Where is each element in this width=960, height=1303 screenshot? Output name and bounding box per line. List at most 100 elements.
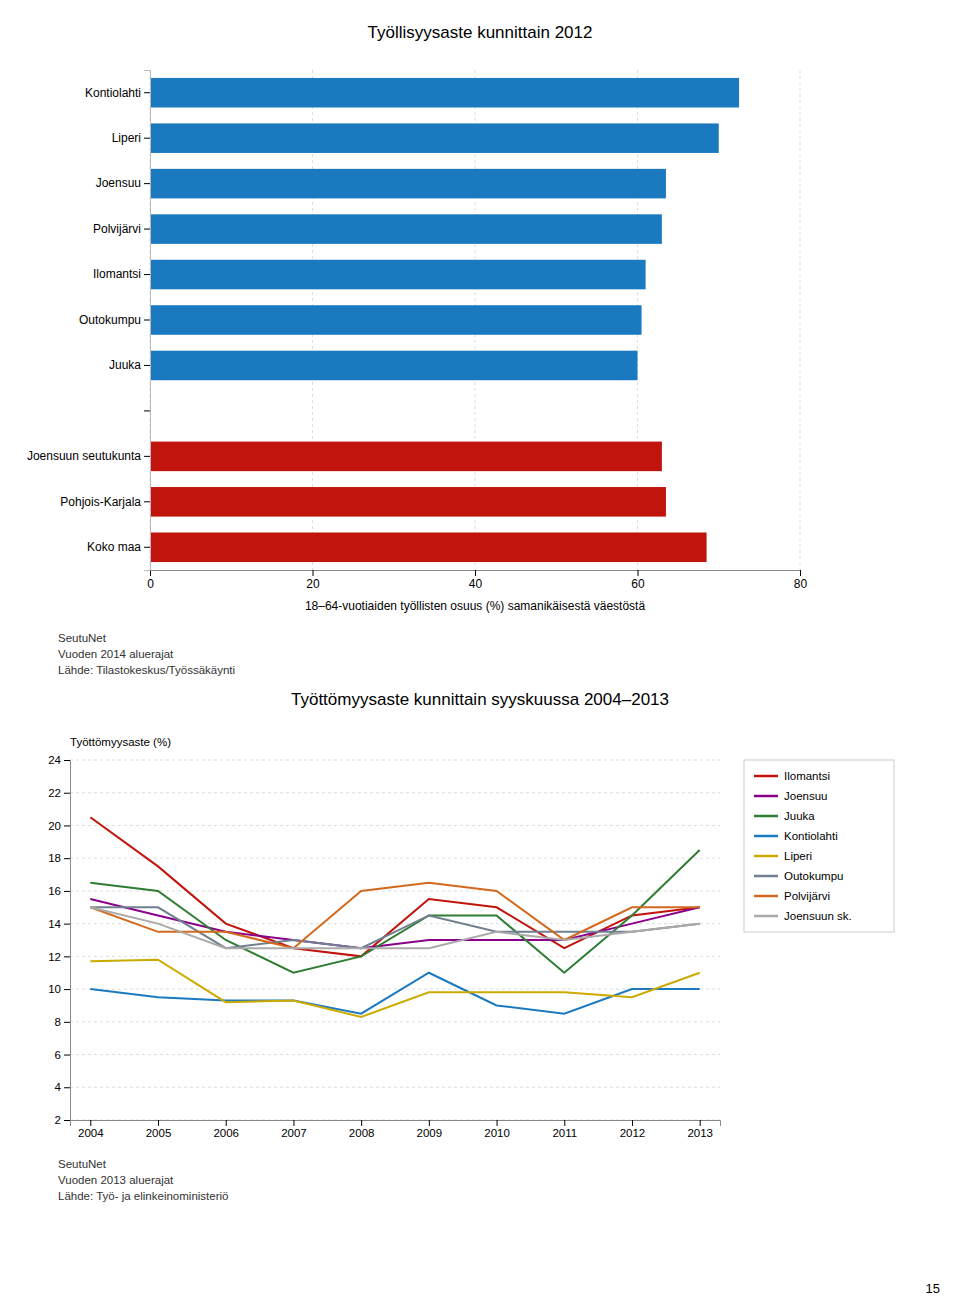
bars <box>150 78 739 562</box>
bar <box>150 442 662 472</box>
legend-label: Outokumpu <box>784 870 843 882</box>
tick: 60 <box>631 570 645 591</box>
tick: 40 <box>469 570 483 591</box>
grid-line <box>800 70 801 570</box>
page-number: 15 <box>926 1281 940 1296</box>
tick-label: 20 <box>48 820 61 832</box>
note: SeutuNet <box>58 632 107 644</box>
tick-mark <box>144 547 150 548</box>
bar <box>150 533 707 563</box>
axis-line <box>151 571 801 577</box>
axis: 24681012141618202224 <box>48 754 70 1126</box>
legend-swatch <box>754 795 778 798</box>
tick-label: 20 <box>306 577 320 591</box>
tick-label: Ilomantsi <box>93 267 141 281</box>
grid-line <box>70 956 720 957</box>
tick: 2004 <box>78 1120 104 1139</box>
grid-line <box>70 890 720 891</box>
bar <box>150 78 739 108</box>
tick-label: Joensuun seutukunta <box>27 449 141 463</box>
legend-label: Joensuu <box>784 790 827 802</box>
tick-mark <box>800 570 801 576</box>
tick: Liperi <box>112 131 150 145</box>
tick-mark <box>700 1120 701 1126</box>
tick-label: Outokumpu <box>79 313 141 327</box>
tick-mark <box>64 989 70 990</box>
tick-mark <box>144 92 150 93</box>
tick: 20 <box>306 570 320 591</box>
bar <box>150 305 642 335</box>
x-axis-title: 18–64-vuotiaiden työllisten osuus (%) sa… <box>305 599 646 613</box>
grid-line <box>70 1087 720 1088</box>
page: Työllisyysaste kunnittain 2012020406080K… <box>0 0 960 1303</box>
tick: 2011 <box>552 1120 577 1139</box>
legend-label: Liperi <box>784 850 812 862</box>
tick: 80 <box>794 570 808 591</box>
grid-line <box>70 858 720 859</box>
tick: 2007 <box>281 1120 307 1139</box>
tick: 2009 <box>417 1120 443 1139</box>
axis: 2004200520062007200820092010201120122013 <box>71 1120 721 1139</box>
tick: 2005 <box>146 1120 172 1139</box>
axis-line <box>144 71 151 571</box>
lines <box>90 817 699 1017</box>
bar <box>150 260 646 290</box>
tick-mark <box>361 1120 362 1126</box>
line <box>90 907 699 948</box>
legend-swatch <box>754 855 778 858</box>
bar <box>150 169 666 199</box>
tick: 10 <box>48 983 70 995</box>
tick-label: 2005 <box>146 1127 172 1139</box>
tick: 14 <box>48 918 70 930</box>
tick-mark <box>144 456 150 457</box>
grid-line <box>70 792 720 793</box>
tick-label: 2012 <box>620 1127 646 1139</box>
tick-mark <box>64 956 70 957</box>
legend: IlomantsiJoensuuJuukaKontiolahtiLiperiOu… <box>744 760 894 932</box>
tick-mark <box>293 1120 294 1126</box>
tick-label: 2 <box>55 1114 61 1126</box>
legend-swatch <box>754 895 778 898</box>
tick-label: 10 <box>48 983 61 995</box>
tick-mark <box>64 1055 70 1056</box>
tick: Pohjois-Karjala <box>60 495 150 509</box>
axis: 020406080 <box>147 570 807 591</box>
tick-label: 2008 <box>349 1127 375 1139</box>
tick: 6 <box>55 1049 70 1061</box>
tick-label: 2006 <box>213 1127 239 1139</box>
tick-mark <box>64 760 70 761</box>
bar <box>150 214 662 244</box>
line <box>90 850 699 973</box>
tick-mark <box>144 365 150 366</box>
tick: 2008 <box>349 1120 375 1139</box>
tick-mark <box>144 274 150 275</box>
legend-swatch <box>754 835 778 838</box>
bar <box>150 123 719 153</box>
line <box>90 907 699 948</box>
tick-mark <box>497 1120 498 1126</box>
tick: 16 <box>48 885 70 897</box>
tick-mark <box>144 501 150 502</box>
axis-line <box>64 761 71 1121</box>
tick: 12 <box>48 951 70 963</box>
line <box>90 973 699 1014</box>
tick-label: 2010 <box>484 1127 510 1139</box>
note: Lähde: Tilastokeskus/Työssäkäynti <box>58 664 235 676</box>
tick-label: 16 <box>48 885 61 897</box>
tick: 18 <box>48 852 70 864</box>
tick: 2 <box>55 1114 70 1126</box>
chart-title: Työllisyysaste kunnittain 2012 <box>368 23 593 42</box>
line <box>90 960 699 1017</box>
tick-mark <box>64 1022 70 1023</box>
tick-label: Juuka <box>109 358 141 372</box>
legend-swatch <box>754 915 778 918</box>
grid-line <box>70 760 720 761</box>
tick-label: Liperi <box>112 131 141 145</box>
legend-swatch <box>754 815 778 818</box>
tick-mark <box>64 858 70 859</box>
tick: Juuka <box>109 358 150 372</box>
tick-mark <box>638 570 639 576</box>
tick-mark <box>64 1120 70 1121</box>
y-axis-title: Työttömyysaste (%) <box>70 736 171 748</box>
note: SeutuNet <box>58 1158 107 1170</box>
